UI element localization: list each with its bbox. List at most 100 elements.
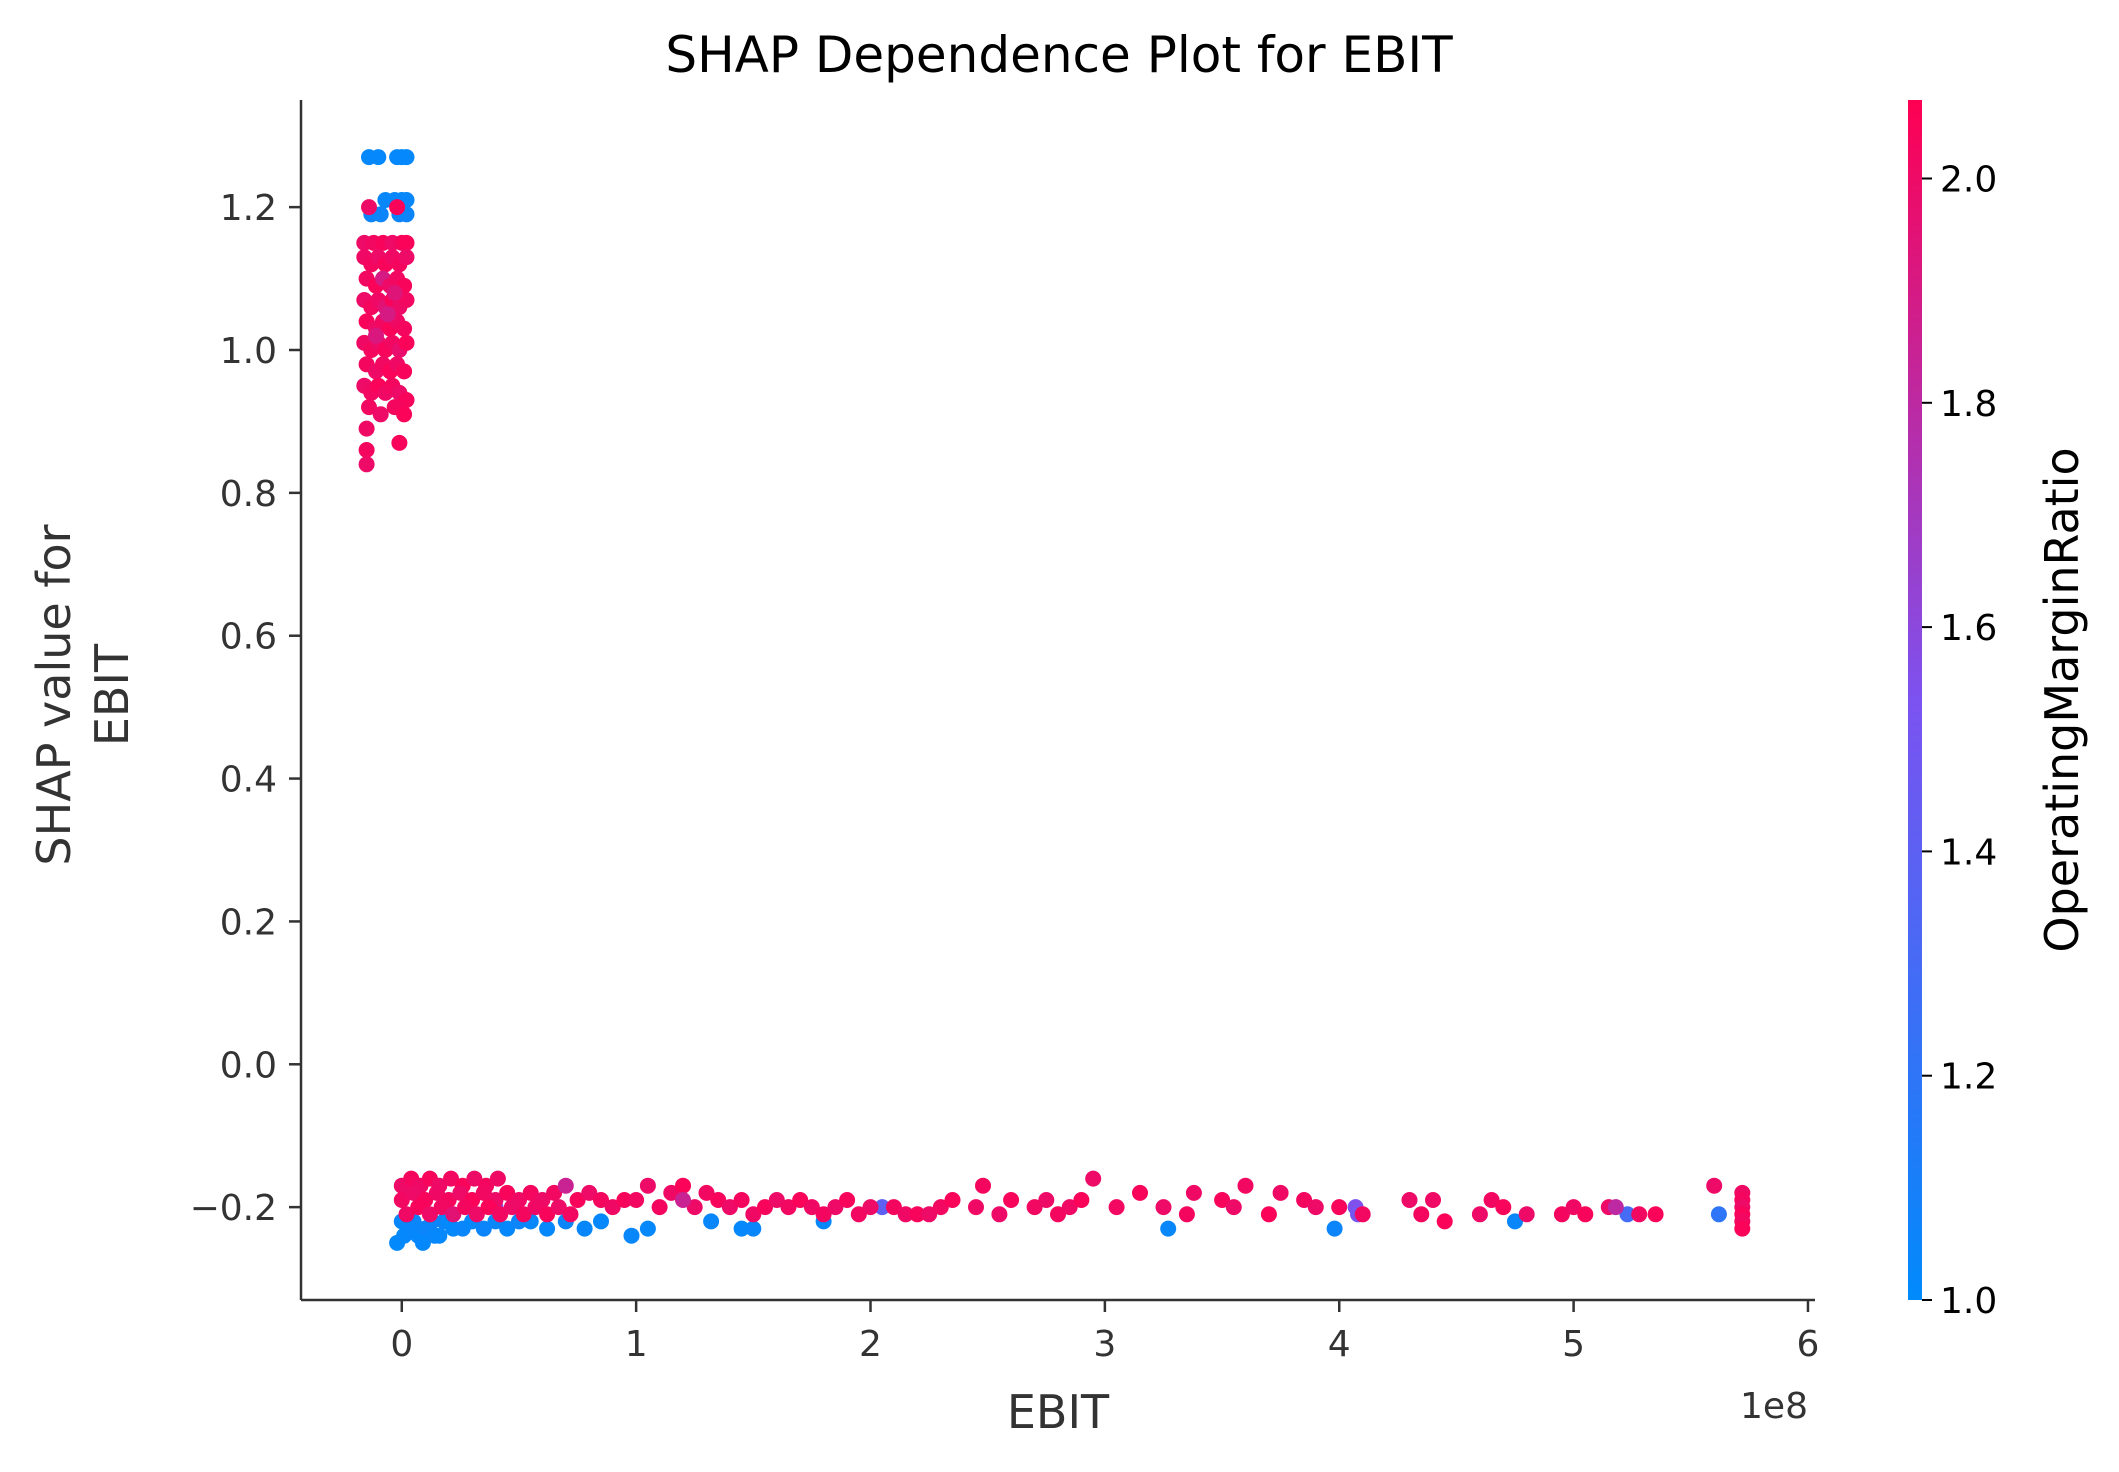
data-point — [703, 1213, 720, 1230]
data-point — [443, 1170, 459, 1187]
data-point — [862, 1199, 879, 1216]
data-point — [1495, 1199, 1512, 1216]
data-point — [550, 1199, 567, 1216]
data-point — [1401, 1192, 1418, 1208]
data-point — [1003, 1192, 1020, 1208]
data-point — [815, 1206, 832, 1223]
data-point — [1132, 1184, 1148, 1201]
data-point — [616, 1192, 633, 1208]
data-point — [593, 1213, 609, 1230]
data-point — [405, 1184, 422, 1201]
data-point — [398, 1206, 415, 1223]
data-point — [576, 1220, 593, 1237]
data-point — [623, 1227, 640, 1244]
data-point — [1553, 1206, 1570, 1223]
y-ticks: −0.2 0.0 0.2 0.4 0.6 0.8 1.0 1.2 — [190, 188, 301, 1229]
y-tick-label: −0.2 — [190, 1188, 277, 1229]
data-point — [393, 1192, 410, 1208]
data-point — [663, 1184, 680, 1201]
data-point — [398, 149, 415, 166]
data-point — [803, 1199, 820, 1216]
colorbar-label: OperatingMarginRatio — [2035, 447, 2089, 952]
data-point — [410, 1199, 427, 1216]
data-point — [710, 1192, 727, 1208]
data-point — [874, 1199, 891, 1216]
y-tick-label: 0.6 — [220, 617, 277, 658]
data-point — [389, 199, 406, 216]
x-tick-label: 1 — [625, 1324, 648, 1365]
data-point — [431, 1227, 448, 1244]
x-tick-label: 6 — [1797, 1324, 1820, 1365]
x-ticks: 0 1 2 3 4 5 6 — [390, 1300, 1819, 1365]
data-point — [386, 284, 403, 301]
data-point — [1734, 1220, 1751, 1237]
data-point — [557, 1177, 574, 1194]
data-point — [546, 1184, 563, 1201]
data-point — [522, 1184, 539, 1201]
data-point — [398, 392, 415, 408]
data-point — [1296, 1192, 1313, 1208]
data-point — [921, 1206, 938, 1223]
data-point — [475, 1184, 492, 1201]
data-point — [628, 1192, 645, 1208]
data-point — [675, 1177, 691, 1194]
colorbar-ticks: 1.0 1.2 1.4 1.6 1.8 2.0 — [1922, 160, 1997, 1322]
data-point — [733, 1192, 750, 1208]
data-point — [581, 1184, 598, 1201]
data-point — [944, 1192, 961, 1208]
data-point — [1085, 1170, 1102, 1187]
data-point — [1178, 1206, 1195, 1223]
colorbar-tick-label: 1.4 — [1940, 832, 1997, 873]
data-point — [492, 1206, 509, 1223]
data-point — [639, 1220, 656, 1237]
data-point — [414, 1234, 431, 1251]
data-point — [539, 1220, 556, 1237]
data-point — [489, 1170, 506, 1187]
data-point — [396, 363, 413, 380]
data-point — [1026, 1199, 1043, 1216]
data-point — [686, 1199, 703, 1216]
x-tick-label: 2 — [859, 1324, 882, 1365]
data-point — [468, 1206, 485, 1223]
y-axis-label-line-1: SHAP value for — [27, 524, 81, 865]
x-tick-label: 5 — [1562, 1324, 1585, 1365]
data-point — [1237, 1177, 1254, 1194]
data-point — [396, 406, 413, 423]
data-point — [499, 1184, 516, 1201]
data-point — [1160, 1220, 1177, 1237]
data-point — [675, 1192, 691, 1208]
colorbar-tick-label: 1.0 — [1940, 1281, 1997, 1322]
data-point — [1710, 1206, 1727, 1223]
data-point — [1483, 1192, 1500, 1208]
data-point — [850, 1206, 867, 1223]
data-point — [1565, 1199, 1582, 1216]
data-point — [1577, 1206, 1594, 1223]
data-point — [1108, 1199, 1125, 1216]
data-point — [768, 1192, 785, 1208]
data-point — [527, 1199, 544, 1216]
data-point — [480, 1199, 497, 1216]
colorbar-tick-label: 1.8 — [1940, 384, 1997, 425]
x-tick-label: 0 — [390, 1324, 413, 1365]
data-point — [433, 1199, 450, 1216]
data-point — [466, 1170, 483, 1187]
data-point — [391, 434, 408, 451]
data-point — [358, 442, 375, 458]
data-point — [639, 1177, 656, 1194]
data-point — [445, 1206, 462, 1223]
colorbar-label-text: OperatingMarginRatio — [2035, 447, 2089, 952]
data-point — [897, 1206, 914, 1223]
data-point — [1050, 1206, 1066, 1223]
y-axis-label-line-2: EBIT — [85, 643, 139, 746]
data-point — [358, 456, 375, 473]
points-layer — [356, 149, 1751, 1251]
x-tick-label: 3 — [1093, 1324, 1116, 1365]
colorbar-gradient — [1908, 100, 1922, 1300]
data-point — [372, 406, 389, 423]
colorbar-tick-label: 1.6 — [1940, 608, 1997, 649]
colorbar: 1.0 1.2 1.4 1.6 1.8 2.0 OperatingMarginRatio — [1908, 100, 2089, 1322]
data-point — [457, 1199, 474, 1216]
data-point — [909, 1206, 926, 1223]
